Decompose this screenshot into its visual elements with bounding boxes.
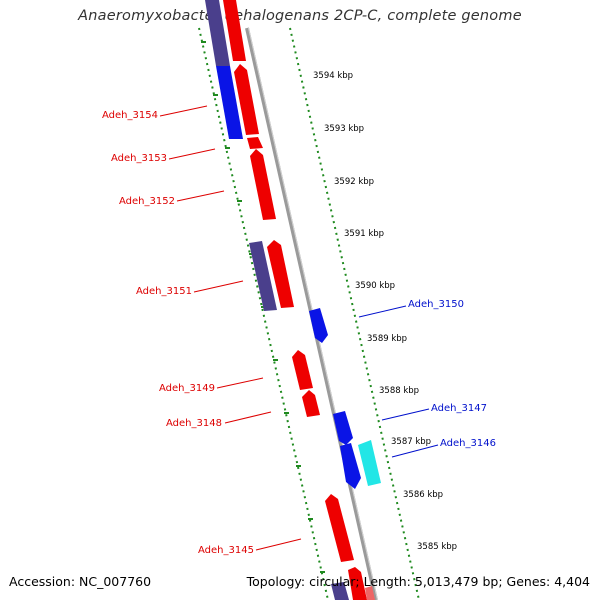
ruler-label: 3592 kbp (334, 177, 374, 187)
ruler-labels: 3594 kbp 3593 kbp 3592 kbp 3591 kbp 3590… (313, 71, 457, 552)
ruler-ticks (201, 41, 325, 573)
gene-bar-adeh-3146-blue[interactable] (340, 443, 361, 489)
leader-line-adeh-3154 (159, 105, 208, 117)
ruler-label: 3588 kbp (379, 386, 419, 396)
gene-bar-top-purple[interactable] (205, 0, 230, 66)
gene-bar-adeh-3152[interactable] (250, 149, 276, 220)
inner-ruler-track (198, 27, 329, 600)
gene-label-adeh-3154[interactable]: Adeh_3154 (102, 110, 158, 121)
leader-line-adeh-3147 (381, 408, 430, 421)
gene-bar-adeh-3148[interactable] (302, 390, 320, 417)
gene-bar-adeh-3145[interactable] (325, 494, 354, 562)
leader-line-adeh-3145 (255, 538, 302, 551)
gene-label-adeh-3149[interactable]: Adeh_3149 (159, 383, 215, 394)
gene-bar-adeh-3147[interactable] (333, 411, 353, 445)
gene-bar-adeh-3154[interactable] (216, 66, 243, 139)
ruler-tracks (198, 27, 420, 600)
gene-bar-bottom-pink[interactable] (365, 586, 375, 600)
ruler-label: 3591 kbp (344, 229, 384, 239)
gene-label-adeh-3148[interactable]: Adeh_3148 (166, 418, 222, 429)
gene-label-adeh-3146[interactable]: Adeh_3146 (440, 438, 496, 449)
leader-line-adeh-3146 (391, 444, 439, 458)
gene-label-adeh-3153[interactable]: Adeh_3153 (111, 153, 167, 164)
label-leaders (159, 105, 439, 551)
ruler-label: 3590 kbp (355, 281, 395, 291)
gene-bar-adeh-3146[interactable] (358, 440, 381, 486)
gene-bar-adeh-3153[interactable] (234, 64, 259, 135)
gene-label-adeh-3145[interactable]: Adeh_3145 (198, 545, 254, 556)
gene-bar-adeh-3151[interactable] (267, 240, 294, 308)
ruler-label: 3585 kbp (417, 542, 457, 552)
accession-text: Accession: NC_007760 (9, 574, 152, 589)
gene-bar-adeh-3151-purple[interactable] (249, 241, 277, 311)
gene-bar-bottom-purple[interactable] (331, 582, 349, 600)
ruler-label: 3586 kbp (403, 490, 443, 500)
gene-label-adeh-3147[interactable]: Adeh_3147 (431, 403, 487, 414)
leader-line-adeh-3151 (193, 280, 244, 293)
gene-label-adeh-3152[interactable]: Adeh_3152 (119, 196, 175, 207)
gene-bar-adeh-3149[interactable] (292, 350, 313, 390)
map-title: Anaeromyxobacter dehalogenans 2CP-C, com… (78, 8, 522, 24)
ruler-label: 3589 kbp (367, 334, 407, 344)
leader-line-adeh-3152 (176, 190, 225, 202)
gene-bar-adeh-3153b[interactable] (247, 137, 263, 149)
gene-label-adeh-3150[interactable]: Adeh_3150 (408, 299, 464, 310)
ruler-label: 3594 kbp (313, 71, 353, 81)
gene-bar-top-red[interactable] (223, 0, 246, 61)
ruler-label: 3593 kbp (324, 124, 364, 134)
gene-labels: Adeh_3154 Adeh_3153 Adeh_3152 Adeh_3151 … (102, 110, 496, 556)
leader-line-adeh-3148 (224, 411, 272, 424)
leader-line-adeh-3153 (168, 148, 216, 160)
gene-features (205, 0, 381, 600)
gene-bar-adeh-3150[interactable] (309, 308, 328, 343)
gene-label-adeh-3151[interactable]: Adeh_3151 (136, 286, 192, 297)
genome-summary-text: Topology: circular; Length: 5,013,479 bp… (246, 574, 590, 589)
outer-ruler-track (289, 27, 420, 600)
gene-bar-bottom-red[interactable] (348, 567, 367, 600)
leader-line-adeh-3150 (358, 305, 407, 318)
ruler-label: 3587 kbp (391, 437, 431, 447)
leader-line-adeh-3149 (216, 377, 264, 389)
